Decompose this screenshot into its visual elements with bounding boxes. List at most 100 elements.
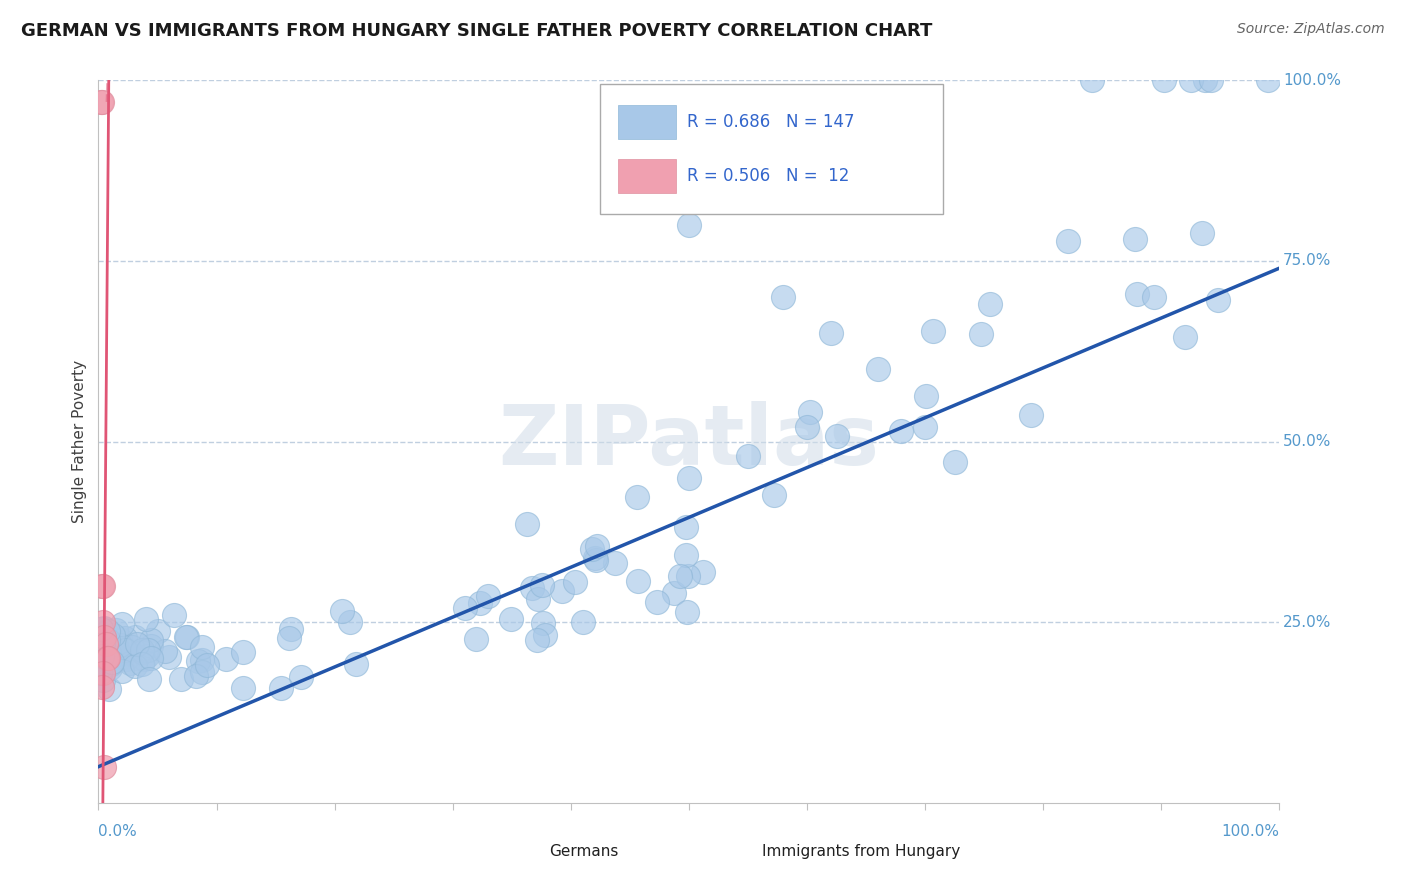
Point (91, 648, 114, 663)
Point (737, 449, 759, 463)
Point (94, 640, 117, 654)
Point (114, 647, 136, 661)
Point (108, 651, 131, 665)
Text: 0.0%: 0.0% (98, 824, 138, 839)
Point (630, 182, 652, 196)
Point (890, 424, 912, 438)
Point (186, 668, 208, 682)
Point (191, 653, 214, 667)
Text: ZIPatlas: ZIPatlas (499, 401, 879, 482)
Point (125, 637, 148, 651)
Point (90, 95, 112, 109)
Point (153, 644, 176, 658)
Point (120, 656, 142, 670)
Point (97, 651, 120, 665)
Point (176, 630, 198, 644)
Point (91, 635, 114, 649)
FancyBboxPatch shape (486, 843, 544, 868)
Point (516, 516, 538, 531)
Point (344, 657, 367, 671)
Point (124, 630, 146, 644)
Point (138, 672, 160, 686)
Point (111, 616, 134, 631)
Point (94, 651, 117, 665)
Point (114, 645, 136, 659)
Point (91, 673, 114, 687)
Point (96, 651, 118, 665)
Point (93, 644, 115, 658)
Text: R = 0.506   N =  12: R = 0.506 N = 12 (686, 167, 849, 185)
Point (132, 651, 155, 665)
Point (190, 665, 212, 679)
Point (477, 589, 499, 603)
Text: 100.0%: 100.0% (1222, 824, 1279, 839)
Point (94, 656, 117, 670)
Point (91, 615, 114, 630)
FancyBboxPatch shape (619, 105, 676, 138)
Point (1081, 73, 1104, 87)
Point (98, 661, 121, 675)
Text: 25.0%: 25.0% (1284, 615, 1331, 630)
Point (1123, 231, 1146, 245)
Point (669, 569, 692, 583)
Point (454, 601, 477, 615)
Point (91, 665, 114, 680)
Point (94, 622, 117, 636)
Point (104, 640, 127, 655)
Point (1174, 330, 1197, 344)
Point (136, 643, 159, 657)
Point (330, 604, 353, 618)
Point (100, 656, 122, 670)
Point (526, 633, 548, 648)
Point (796, 420, 818, 434)
Point (270, 681, 292, 696)
FancyBboxPatch shape (600, 84, 943, 214)
Point (97, 633, 120, 648)
Point (98, 681, 121, 696)
Point (89, 640, 111, 654)
Point (1125, 287, 1147, 301)
Point (115, 642, 138, 657)
Point (645, 595, 668, 609)
Point (1153, 73, 1175, 87)
Point (581, 541, 603, 556)
Text: Germans: Germans (550, 844, 619, 859)
Point (586, 539, 609, 553)
Point (135, 612, 157, 626)
Point (772, 290, 794, 304)
Point (468, 596, 491, 610)
Point (163, 608, 186, 623)
FancyBboxPatch shape (699, 843, 756, 868)
Point (530, 577, 553, 591)
Point (585, 553, 607, 567)
Point (101, 640, 124, 654)
Point (141, 651, 163, 665)
Text: 100.0%: 100.0% (1284, 73, 1341, 87)
Point (107, 648, 129, 662)
Point (551, 583, 574, 598)
Point (131, 642, 153, 657)
Point (922, 324, 945, 338)
Point (93, 622, 115, 636)
Point (943, 455, 966, 469)
Point (678, 218, 700, 232)
Point (675, 519, 697, 533)
Point (89, 639, 111, 653)
Point (93, 641, 115, 656)
Point (527, 591, 550, 606)
Text: GERMAN VS IMMIGRANTS FROM HUNGARY SINGLE FATHER POVERTY CORRELATION CHART: GERMAN VS IMMIGRANTS FROM HUNGARY SINGLE… (21, 22, 932, 40)
Point (280, 622, 302, 636)
Text: 75.0%: 75.0% (1284, 253, 1331, 268)
Point (90, 647, 112, 661)
Point (231, 645, 253, 659)
Point (1206, 293, 1229, 307)
Text: 50.0%: 50.0% (1284, 434, 1331, 449)
Point (91, 579, 114, 593)
Point (675, 548, 697, 562)
Point (1201, 73, 1223, 87)
Point (465, 632, 488, 646)
Point (676, 569, 699, 583)
Point (915, 389, 938, 403)
Point (692, 565, 714, 579)
Point (93, 637, 115, 651)
